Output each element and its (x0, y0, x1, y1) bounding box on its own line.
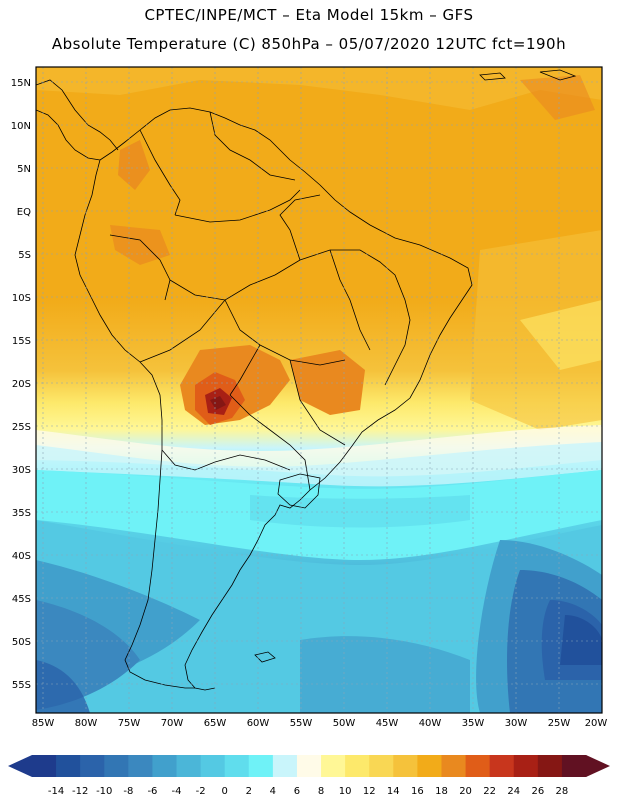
colorbar-swatch (369, 755, 394, 777)
colorbar-tick-label: -2 (196, 786, 206, 797)
colorbar-tick-label: 16 (411, 786, 424, 797)
colorbar-tick-label: -6 (147, 786, 157, 797)
latitude-axis: 15N 10N 5N EQ 5S 10S 15S 20S 25S 30S 35S… (11, 78, 31, 691)
lat-label: 50S (12, 637, 31, 648)
colorbar-swatches (32, 755, 587, 777)
longitude-axis: 85W 80W 75W 70W 65W 60W 55W 50W 45W 40W … (32, 718, 608, 729)
colorbar-tick-label: 18 (435, 786, 448, 797)
colorbar-swatch (513, 755, 539, 777)
colorbar-tick-label: 0 (222, 786, 228, 797)
lon-label: 30W (505, 718, 528, 729)
lon-label: 80W (75, 718, 98, 729)
lon-label: 55W (290, 718, 313, 729)
colorbar-min-arrow (8, 755, 32, 777)
lat-label: 40S (12, 551, 31, 562)
colorbar-swatch (224, 755, 250, 777)
colorbar-swatch (176, 755, 202, 777)
colorbar: -14 -12 -10 -8 -6 -4 -2 0 2 4 6 8 10 12 14 16 18 20 22 24 26… (8, 755, 610, 797)
lat-label: 5N (17, 164, 31, 175)
lon-label: 85W (32, 718, 55, 729)
colorbar-tick-label: 10 (339, 786, 352, 797)
lon-label: 45W (376, 718, 399, 729)
colorbar-max-arrow (586, 755, 610, 777)
lat-label: 20S (12, 379, 31, 390)
map-title-line-2: Absolute Temperature (C) 850hPa – 05/07/… (51, 35, 567, 53)
lon-label: 65W (204, 718, 227, 729)
map-frame (35, 66, 603, 714)
colorbar-tick-label: 20 (459, 786, 472, 797)
colorbar-tick-label: 28 (556, 786, 569, 797)
gridlines (36, 67, 602, 713)
lat-label: 55S (12, 680, 31, 691)
temperature-field (36, 67, 602, 713)
colorbar-swatch (417, 755, 442, 777)
colorbar-tick-label: -4 (172, 786, 182, 797)
colorbar-tick-label: -8 (123, 786, 133, 797)
colorbar-swatch (441, 755, 466, 777)
colorbar-swatch (128, 755, 153, 777)
colorbar-tick-label: 2 (246, 786, 252, 797)
colorbar-tick-label: 22 (483, 786, 496, 797)
lat-label: EQ (17, 207, 31, 218)
colorbar-tick-label: -10 (96, 786, 112, 797)
lat-label: 45S (12, 594, 31, 605)
lon-label: 20W (585, 718, 608, 729)
colorbar-swatch (465, 755, 491, 777)
colorbar-swatch (561, 755, 587, 777)
colorbar-tick-label: 14 (387, 786, 400, 797)
lon-label: 70W (161, 718, 184, 729)
lat-label: 5S (18, 250, 31, 261)
colorbar-tick-label: -12 (72, 786, 88, 797)
colorbar-swatch (248, 755, 274, 777)
lat-label: 15N (11, 78, 31, 89)
colorbar-swatch (200, 755, 226, 777)
colorbar-swatch (56, 755, 81, 777)
colorbar-swatch (32, 755, 57, 777)
colorbar-swatch (296, 755, 322, 777)
coastline-and-borders (36, 69, 577, 691)
colorbar-tick-label: -14 (48, 786, 64, 797)
colorbar-swatch (321, 755, 346, 777)
lon-label: 35W (462, 718, 485, 729)
colorbar-swatch (272, 755, 298, 777)
colorbar-swatch (80, 755, 105, 777)
lat-label: 25S (12, 422, 31, 433)
colorbar-swatch (537, 755, 563, 777)
lon-label: 25W (548, 718, 571, 729)
colorbar-tick-label: 8 (318, 786, 324, 797)
colorbar-tick-label: 24 (507, 786, 520, 797)
colorbar-swatch (489, 755, 515, 777)
colorbar-swatch (104, 755, 129, 777)
colorbar-swatch (345, 755, 370, 777)
colorbar-labels: -14 -12 -10 -8 -6 -4 -2 0 2 4 6 8 10 12 14 16 18 20 22 24 26… (48, 786, 568, 797)
lon-label: 60W (247, 718, 270, 729)
colorbar-tick-label: 12 (363, 786, 376, 797)
lat-label: 35S (12, 508, 31, 519)
map-title-line-1: CPTEC/INPE/MCT – Eta Model 15km – GFS (144, 6, 474, 24)
lat-label: 10N (11, 121, 31, 132)
lat-label: 10S (12, 293, 31, 304)
colorbar-tick-label: 4 (270, 786, 276, 797)
lon-label: 40W (419, 718, 442, 729)
colorbar-swatch (152, 755, 177, 777)
lon-label: 75W (118, 718, 141, 729)
lat-label: 15S (12, 336, 31, 347)
colorbar-tick-label: 6 (294, 786, 300, 797)
lon-label: 50W (333, 718, 356, 729)
colorbar-tick-label: 26 (531, 786, 544, 797)
colorbar-swatch (393, 755, 418, 777)
lat-label: 30S (12, 465, 31, 476)
